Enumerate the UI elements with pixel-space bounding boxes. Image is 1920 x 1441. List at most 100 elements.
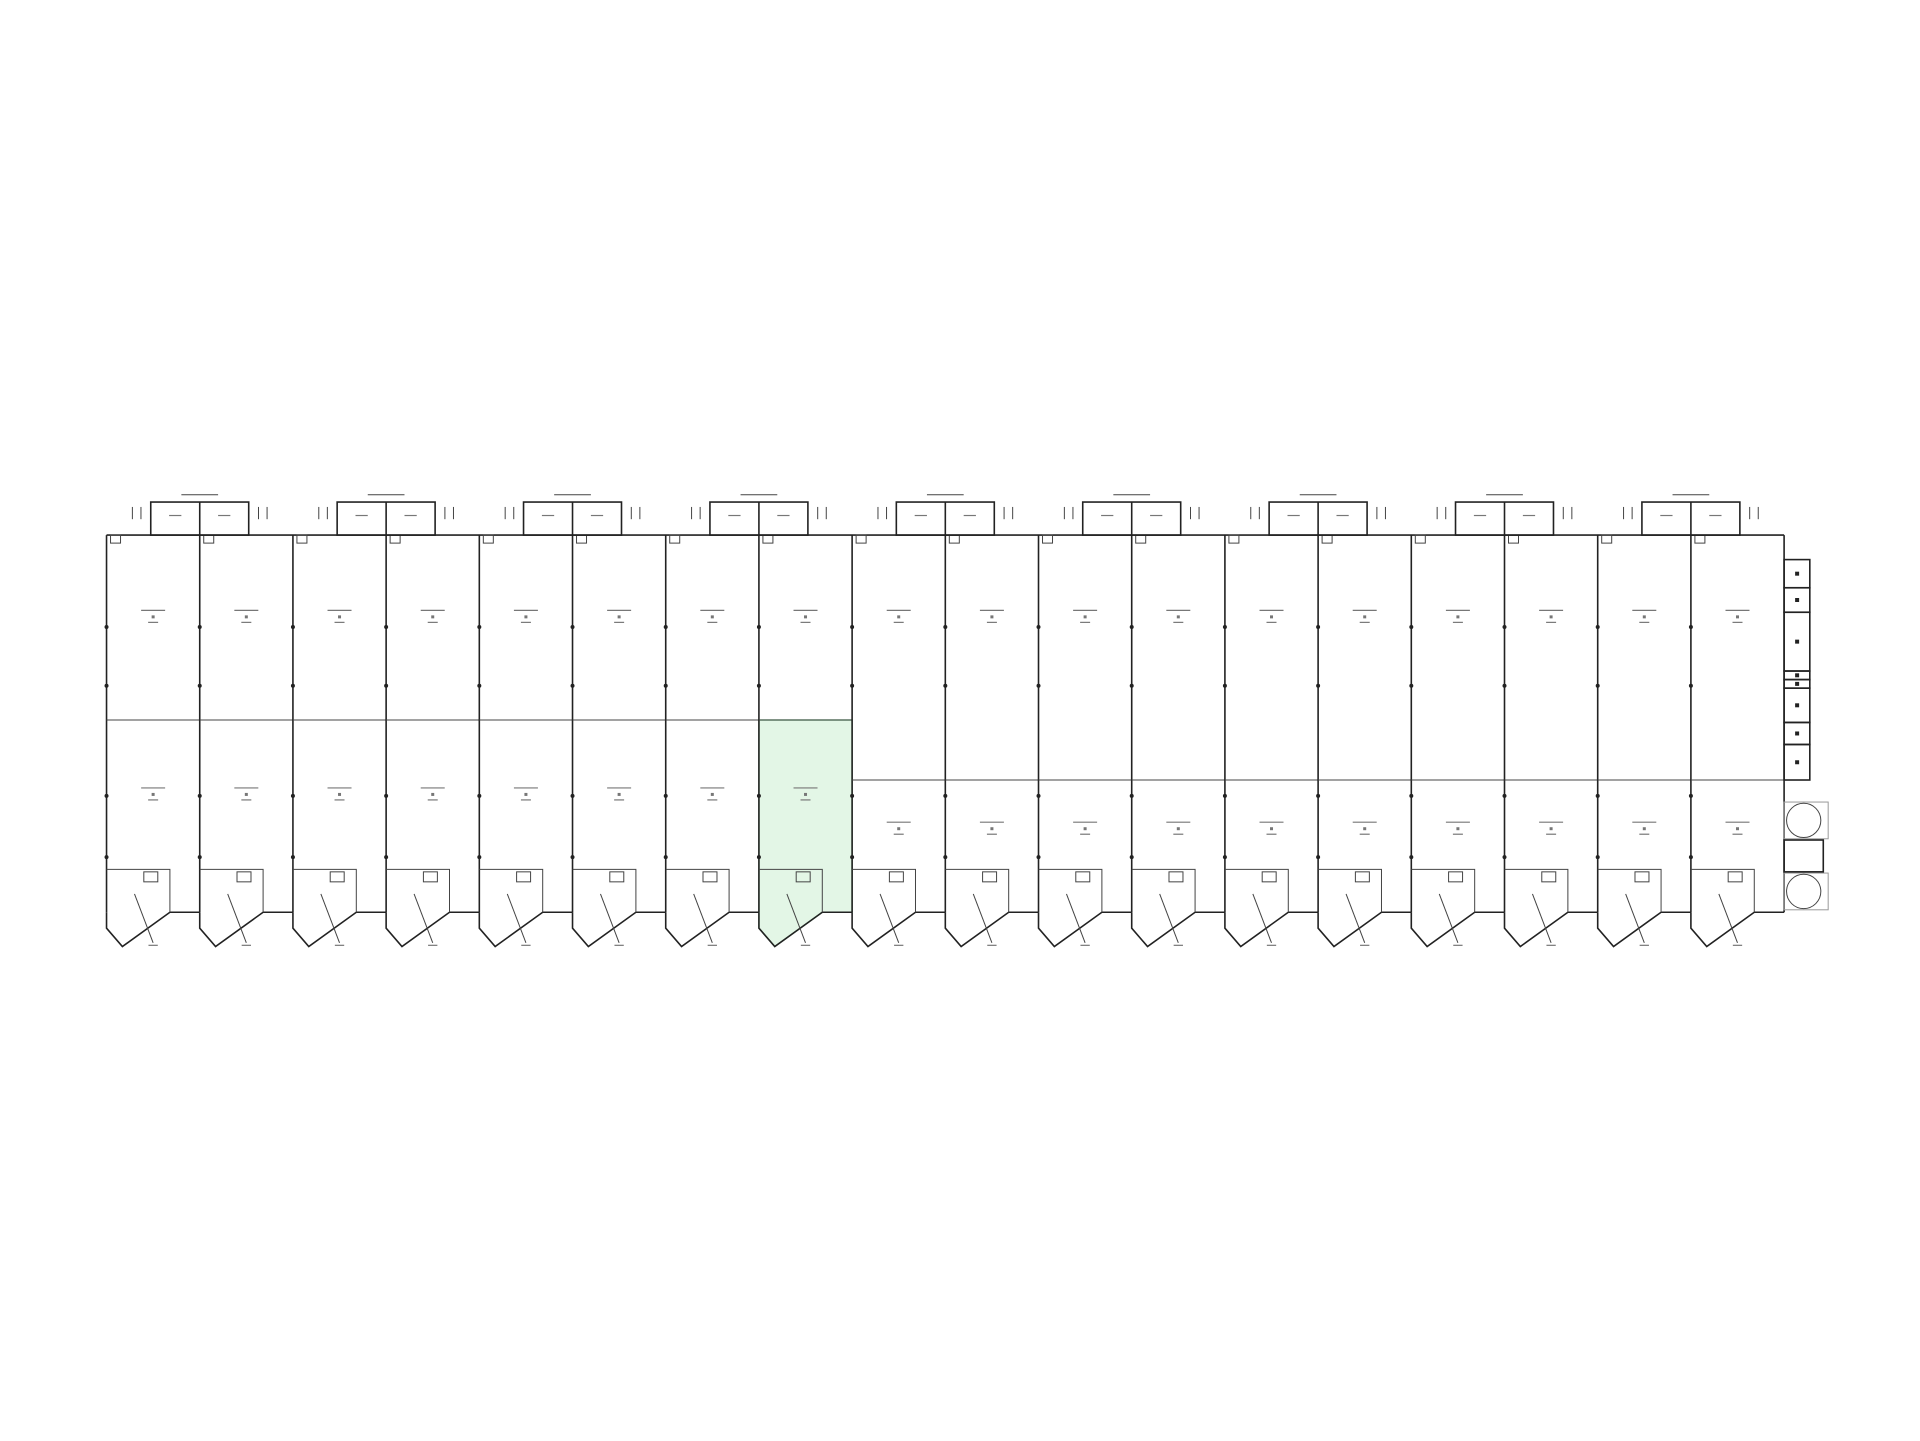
column-mark xyxy=(384,624,389,629)
restroom xyxy=(1168,871,1184,883)
rear-door xyxy=(1228,534,1240,544)
rear-door xyxy=(855,534,867,544)
column-mark xyxy=(1036,624,1041,629)
storefront xyxy=(1596,911,1691,948)
column-mark xyxy=(290,855,295,860)
column-mark xyxy=(943,624,948,629)
unit xyxy=(1036,534,1132,948)
unit-label-mark xyxy=(1642,615,1646,619)
rear-door xyxy=(1135,534,1147,544)
restroom xyxy=(1448,871,1464,883)
column-mark xyxy=(1688,683,1693,688)
column-mark xyxy=(663,793,668,798)
column-mark xyxy=(756,683,761,688)
unit-label-mark xyxy=(990,827,994,831)
front-office xyxy=(852,868,916,913)
unit xyxy=(663,534,759,948)
rear-door xyxy=(576,534,588,544)
room-mark xyxy=(1795,571,1800,576)
column-mark xyxy=(850,793,855,798)
column-mark xyxy=(943,793,948,798)
restroom xyxy=(1075,871,1091,883)
column-mark xyxy=(850,624,855,629)
entry-line xyxy=(1531,893,1552,944)
unit-label-mark xyxy=(151,792,155,796)
unit-label-mark xyxy=(1083,827,1087,831)
rear-door xyxy=(389,534,401,544)
column-mark xyxy=(570,855,575,860)
entry-line xyxy=(1159,893,1179,944)
unit-label-mark xyxy=(1176,615,1180,619)
column-mark xyxy=(1316,855,1321,860)
unit xyxy=(850,534,946,948)
storefront xyxy=(571,911,666,948)
column-mark xyxy=(384,683,389,688)
column-mark xyxy=(477,855,482,860)
unit xyxy=(943,534,1039,948)
column-mark xyxy=(104,855,109,860)
column-mark xyxy=(1502,855,1507,860)
column-mark xyxy=(1502,793,1507,798)
column-mark xyxy=(1595,793,1600,798)
column-mark xyxy=(1502,624,1507,629)
storefront xyxy=(1410,911,1505,948)
storefront xyxy=(1503,911,1598,948)
rear-door xyxy=(1694,534,1706,544)
storefront xyxy=(944,911,1039,948)
restroom xyxy=(795,871,811,883)
unit-label-mark xyxy=(897,827,901,831)
unit-label-mark xyxy=(1549,615,1553,619)
restroom xyxy=(1261,871,1277,883)
rear-door xyxy=(669,534,681,544)
column-mark xyxy=(663,624,668,629)
entry-line xyxy=(1625,893,1645,944)
front-office xyxy=(479,868,544,913)
column-mark xyxy=(570,683,575,688)
unit-label-mark xyxy=(804,792,808,796)
rear-annex xyxy=(131,494,268,536)
front-office xyxy=(199,868,264,913)
pump-room xyxy=(1783,839,1825,873)
storefront xyxy=(385,911,480,948)
front-office xyxy=(106,868,171,913)
entry-line xyxy=(1438,893,1459,944)
rear-annex xyxy=(877,494,1014,536)
front-office xyxy=(1131,868,1196,913)
storefront xyxy=(1690,911,1785,948)
column-mark xyxy=(1688,624,1693,629)
rear-door xyxy=(1414,534,1426,544)
restroom xyxy=(516,871,532,883)
column-mark xyxy=(384,793,389,798)
entry-line xyxy=(413,893,434,944)
unit xyxy=(570,534,666,948)
room-mark xyxy=(1795,760,1800,765)
unit-label-mark xyxy=(1735,615,1739,619)
column-mark xyxy=(197,624,202,629)
column-mark xyxy=(104,793,109,798)
room-mark xyxy=(1795,681,1800,686)
room-mark xyxy=(1795,731,1800,736)
rear-annex xyxy=(504,494,641,536)
column-mark xyxy=(1409,624,1414,629)
tank-icon xyxy=(1786,873,1822,910)
column-mark xyxy=(1688,793,1693,798)
room-mark xyxy=(1795,598,1800,603)
column-mark xyxy=(1316,683,1321,688)
unit-label-mark xyxy=(710,792,714,796)
column-mark xyxy=(104,624,109,629)
column-mark xyxy=(197,793,202,798)
unit-label-mark xyxy=(990,615,994,619)
unit xyxy=(1129,534,1225,948)
column-mark xyxy=(1595,683,1600,688)
entry-line xyxy=(693,893,713,944)
storefront xyxy=(758,911,853,948)
entry-line xyxy=(786,893,806,944)
column-mark xyxy=(1316,624,1321,629)
column-mark xyxy=(1036,683,1041,688)
rear-door xyxy=(762,534,774,544)
storefront xyxy=(1317,911,1412,948)
column-mark xyxy=(850,683,855,688)
unit-label-mark xyxy=(244,615,248,619)
restroom xyxy=(422,871,438,883)
unit-label-mark xyxy=(524,615,528,619)
